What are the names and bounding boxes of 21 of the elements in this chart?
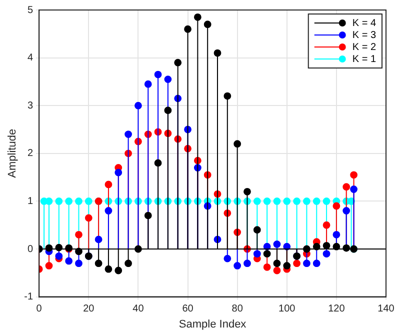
y-tick-label: 1 [28,196,34,207]
y-tick-label: 3 [28,100,34,112]
y-tick-label: 4 [28,52,34,64]
x-axis-title: Sample Index [178,318,247,330]
x-tick-label: 100 [278,304,296,315]
y-tick-label: -1 [24,292,34,303]
x-tick-label: 0 [36,304,42,315]
x-tick-label: 140 [378,304,395,315]
x-tick-label: 60 [182,304,194,315]
y-tick-label: 5 [28,4,34,16]
y-axis-title: Amplitude [6,128,19,178]
x-tick-label: 120 [328,304,346,315]
y-tick-label: 2 [28,148,34,160]
x-tick-label: 80 [232,304,244,315]
legend-label: K = 1 [352,54,376,65]
legend-label: K = 4 [352,18,376,29]
y-tick-label: 0 [28,244,34,255]
x-tick-label: 40 [132,304,144,315]
legend-label: K = 3 [352,30,376,41]
x-tick-label: 20 [83,304,95,315]
legend-label: K = 2 [352,42,376,53]
